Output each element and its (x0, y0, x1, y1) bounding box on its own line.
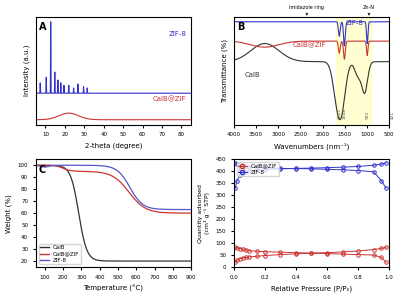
Text: B: B (237, 22, 244, 32)
X-axis label: Relative Pressure (P/P₀): Relative Pressure (P/P₀) (271, 285, 352, 292)
Text: A: A (39, 22, 46, 32)
Text: 1508: 1508 (342, 108, 346, 119)
Text: ZIF-8: ZIF-8 (169, 31, 186, 37)
Text: CalB: CalB (245, 72, 260, 78)
Text: Zn-N: Zn-N (363, 5, 375, 15)
Text: imidazole ring: imidazole ring (289, 5, 324, 15)
Legend: CalB, CalB@ZIF, ZIF-8: CalB, CalB@ZIF, ZIF-8 (38, 244, 81, 264)
Text: CalB@ZIF: CalB@ZIF (153, 95, 186, 102)
Y-axis label: Intensity (a.u.): Intensity (a.u.) (24, 45, 30, 97)
Text: 1622: 1622 (337, 108, 341, 119)
Text: 421: 421 (391, 111, 395, 119)
X-axis label: Wavenumbers (nm⁻¹): Wavenumbers (nm⁻¹) (274, 143, 349, 150)
Y-axis label: Quantity adsorbed
(cm³ g⁻¹ STP): Quantity adsorbed (cm³ g⁻¹ STP) (198, 184, 210, 243)
Y-axis label: Transmittance (%): Transmittance (%) (222, 39, 228, 103)
Text: ZIF-8: ZIF-8 (346, 21, 364, 27)
Y-axis label: Weight (%): Weight (%) (6, 194, 12, 232)
X-axis label: Temperature (°C): Temperature (°C) (84, 285, 144, 292)
X-axis label: 2-theta (degree): 2-theta (degree) (85, 143, 142, 149)
Text: 993: 993 (365, 111, 369, 119)
Text: CalB@ZIF: CalB@ZIF (293, 41, 326, 48)
Bar (336, 17, 372, 125)
Legend: CalB@ZIF, ZIF-8: CalB@ZIF, ZIF-8 (236, 162, 279, 176)
Text: D: D (237, 165, 245, 175)
Text: C: C (39, 165, 46, 175)
